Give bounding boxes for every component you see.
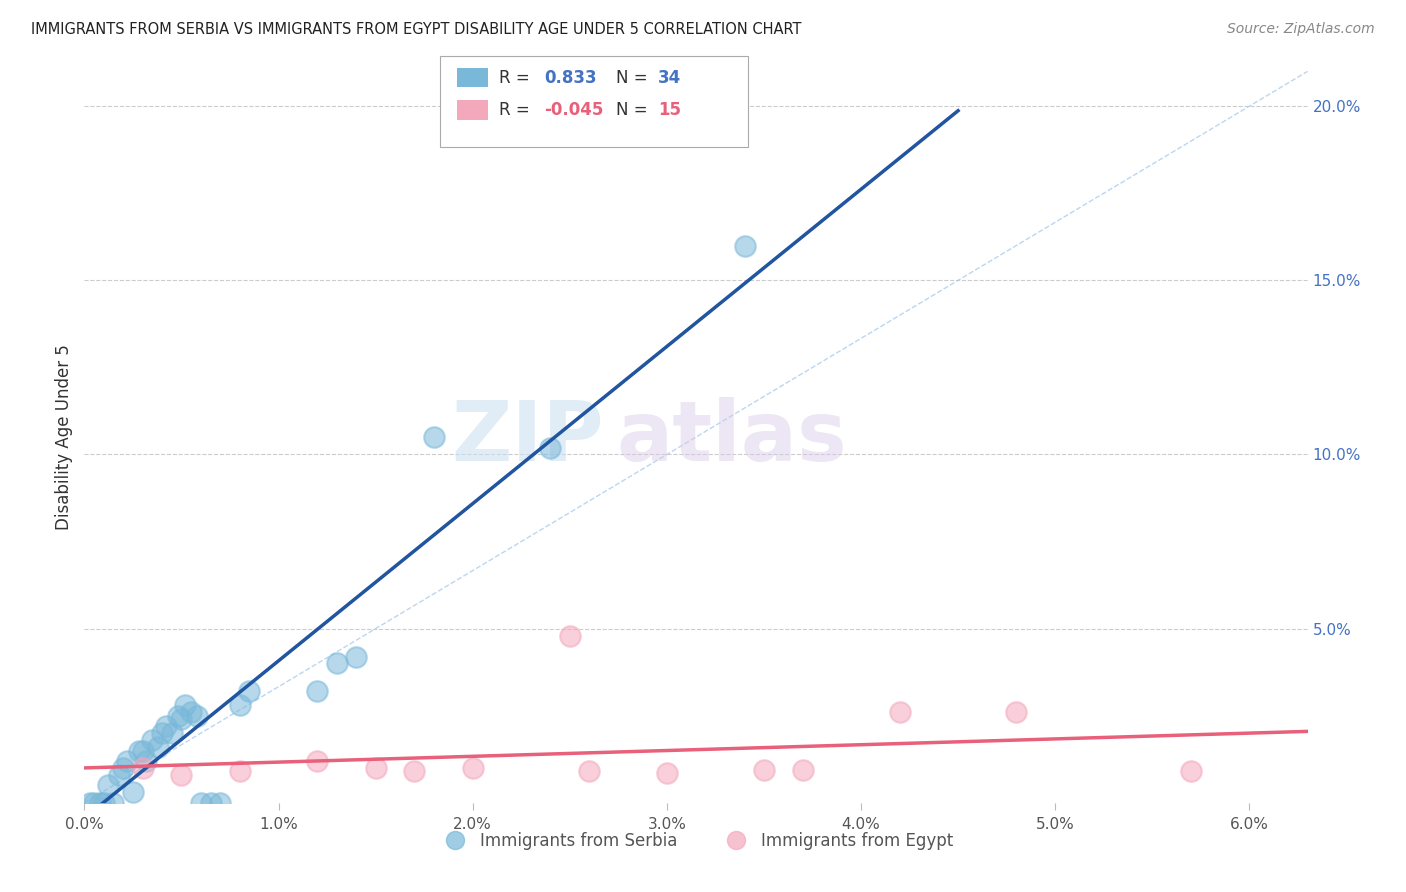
Point [423,430,446,444]
Point [889,705,911,719]
Point [180,705,202,719]
Text: Source: ZipAtlas.com: Source: ZipAtlas.com [1227,22,1375,37]
Text: R =: R = [499,101,536,119]
Point [228,698,250,713]
Point [752,763,775,777]
Point [364,761,387,775]
Point [578,764,600,779]
Point [404,764,426,779]
Point [792,763,814,777]
Point [307,684,329,698]
Point [558,629,581,643]
Point [160,726,183,740]
Text: 15: 15 [658,101,681,119]
Point [1005,705,1028,719]
Y-axis label: Disability Age Under 5: Disability Age Under 5 [55,344,73,530]
Point [734,238,756,252]
Point [135,754,157,768]
Point [228,764,250,779]
Point [174,698,197,713]
Point [166,708,188,723]
Point [190,796,212,810]
Point [141,733,163,747]
Point [122,785,145,799]
Point [128,743,150,757]
Text: N =: N = [616,69,652,87]
Text: R =: R = [499,69,536,87]
Point [115,754,138,768]
Point [170,768,193,782]
Point [170,712,193,726]
Point [155,719,177,733]
Text: 0.833: 0.833 [544,69,596,87]
Legend: Immigrants from Serbia, Immigrants from Egypt: Immigrants from Serbia, Immigrants from … [432,825,960,856]
Point [200,796,222,810]
Text: atlas: atlas [616,397,848,477]
Point [108,768,131,782]
Point [112,761,135,775]
Point [93,796,115,810]
Point [131,761,153,775]
Point [131,743,153,757]
Point [326,657,349,671]
Point [150,726,173,740]
Point [538,441,561,455]
Point [83,796,105,810]
Point [344,649,367,664]
Point [97,778,120,792]
Point [103,796,125,810]
Point [186,708,208,723]
Text: 34: 34 [658,69,682,87]
Point [655,766,678,780]
Point [209,796,232,810]
Text: -0.045: -0.045 [544,101,603,119]
Point [238,684,260,698]
Point [89,796,111,810]
Point [146,740,169,755]
Point [1180,764,1202,779]
Text: IMMIGRANTS FROM SERBIA VS IMMIGRANTS FROM EGYPT DISABILITY AGE UNDER 5 CORRELATI: IMMIGRANTS FROM SERBIA VS IMMIGRANTS FRO… [31,22,801,37]
Point [461,761,484,775]
Text: N =: N = [616,101,652,119]
Text: ZIP: ZIP [451,397,605,477]
Point [79,796,101,810]
Point [307,754,329,768]
